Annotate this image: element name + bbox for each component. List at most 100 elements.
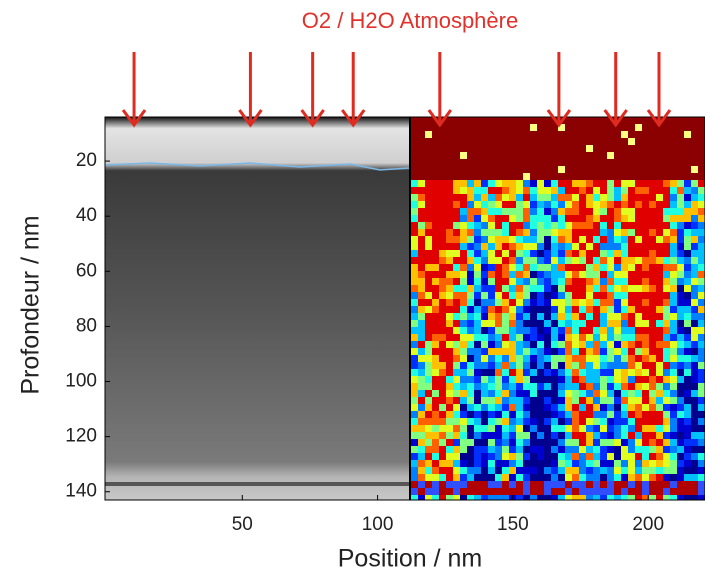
heat-cell	[677, 397, 684, 404]
heat-cell	[698, 376, 705, 383]
heat-cell	[656, 236, 663, 243]
x-axis-label: Position / nm	[338, 545, 483, 573]
heat-cell	[425, 369, 432, 376]
heat-cell	[698, 285, 705, 292]
heat-cell	[502, 285, 509, 292]
heat-cell	[432, 187, 439, 194]
heat-cell	[432, 334, 439, 341]
heat-cell	[411, 327, 418, 334]
heat-cell	[684, 383, 691, 390]
heat-cell	[425, 348, 432, 355]
heat-cell	[530, 404, 537, 411]
heat-cell	[628, 278, 635, 285]
heat-cell	[530, 369, 537, 376]
heat-cell	[649, 425, 656, 432]
heat-cell	[565, 404, 572, 411]
heat-cell	[579, 299, 586, 306]
heat-cell	[635, 334, 642, 341]
heat-cell	[460, 271, 467, 278]
heat-cell	[565, 467, 572, 474]
heat-cell	[495, 481, 502, 488]
heat-cell	[537, 208, 544, 215]
heat-cell	[600, 467, 607, 474]
heat-cell	[453, 474, 460, 481]
heat-cell	[523, 222, 530, 229]
heat-cell	[432, 222, 439, 229]
heat-cell	[509, 180, 516, 187]
heat-cell	[439, 453, 446, 460]
heat-cell	[537, 229, 544, 236]
heat-cell	[481, 299, 488, 306]
heat-cell	[502, 439, 509, 446]
heat-cell	[614, 460, 621, 467]
heat-cell	[600, 306, 607, 313]
heat-cell	[467, 460, 474, 467]
heat-cell	[432, 138, 439, 145]
heat-cell	[537, 313, 544, 320]
heat-cell	[516, 432, 523, 439]
heat-cell	[551, 236, 558, 243]
heat-cell	[425, 117, 432, 124]
heat-cell	[670, 418, 677, 425]
heat-cell	[481, 180, 488, 187]
heat-cell	[411, 341, 418, 348]
heat-cell	[579, 173, 586, 180]
heat-cell	[481, 397, 488, 404]
heat-cell	[628, 285, 635, 292]
heat-cell	[656, 124, 663, 131]
heat-cell	[656, 313, 663, 320]
heat-cell	[502, 187, 509, 194]
heat-cell	[523, 243, 530, 250]
heat-cell	[530, 166, 537, 173]
heat-cell	[488, 376, 495, 383]
heat-cell	[439, 159, 446, 166]
heat-cell	[621, 264, 628, 271]
heat-cell	[635, 355, 642, 362]
heat-cell	[670, 243, 677, 250]
heat-cell	[516, 208, 523, 215]
heat-cell	[488, 474, 495, 481]
heat-cell	[558, 173, 565, 180]
heat-cell	[488, 257, 495, 264]
heat-cell	[600, 236, 607, 243]
heat-cell	[572, 453, 579, 460]
heat-cell	[439, 495, 446, 500]
heat-cell	[411, 215, 418, 222]
heat-cell	[642, 299, 649, 306]
heat-cell	[439, 124, 446, 131]
heat-cell	[677, 446, 684, 453]
heat-cell	[446, 243, 453, 250]
heat-cell	[530, 187, 537, 194]
heat-cell	[418, 376, 425, 383]
heat-cell	[621, 334, 628, 341]
heat-cell	[411, 159, 418, 166]
heat-cell	[663, 243, 670, 250]
heat-cell	[656, 334, 663, 341]
heat-cell	[425, 397, 432, 404]
heat-cell	[425, 418, 432, 425]
heat-cell	[516, 285, 523, 292]
heat-cell	[537, 453, 544, 460]
heat-cell	[593, 292, 600, 299]
heat-cell	[481, 292, 488, 299]
heat-cell	[537, 159, 544, 166]
heat-cell	[635, 453, 642, 460]
heat-cell	[684, 460, 691, 467]
heat-cell	[551, 390, 558, 397]
heat-cell	[474, 124, 481, 131]
heat-cell	[530, 376, 537, 383]
heat-cell	[537, 173, 544, 180]
heat-cell	[474, 439, 481, 446]
heat-cell	[614, 271, 621, 278]
heat-cell	[642, 488, 649, 495]
heat-cell	[516, 481, 523, 488]
heat-cell	[495, 397, 502, 404]
heat-cell	[677, 278, 684, 285]
heat-cell	[600, 278, 607, 285]
heat-cell	[565, 488, 572, 495]
heat-cell	[460, 341, 467, 348]
heat-cell	[537, 271, 544, 278]
heat-cell	[495, 250, 502, 257]
heat-cell	[544, 250, 551, 257]
